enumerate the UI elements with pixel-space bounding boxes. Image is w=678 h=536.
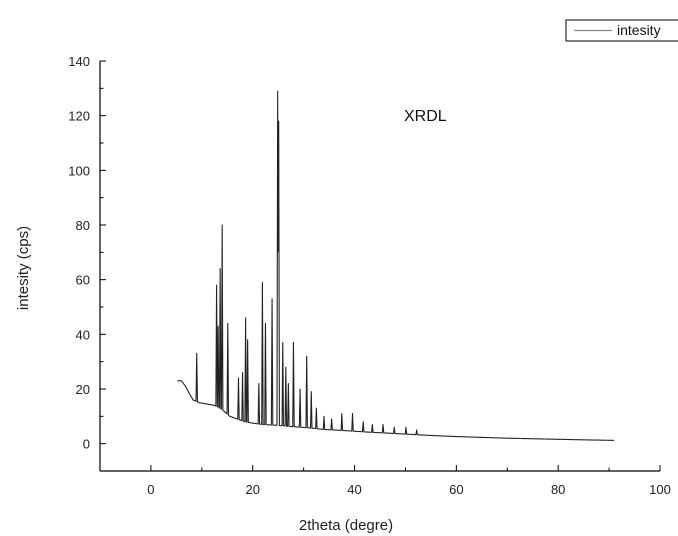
series-line-intesity xyxy=(176,90,615,441)
axes-frame xyxy=(99,61,660,472)
legend: intesity xyxy=(565,19,678,42)
y-axis-label: intesity (cps) xyxy=(15,226,32,310)
y-tick-labels: 0 20 40 60 80 100 120 140 xyxy=(68,54,90,452)
x-tick-label: 20 xyxy=(245,482,259,497)
y-tick-label: 120 xyxy=(68,109,90,124)
x-tick-label: 0 xyxy=(147,482,154,497)
y-tick-label: 80 xyxy=(76,218,90,233)
chart-annotation: XRDL xyxy=(404,108,447,125)
x-tick-label: 40 xyxy=(347,482,361,497)
legend-box xyxy=(565,19,678,42)
y-tick-label: 0 xyxy=(83,437,90,452)
y-tick-label: 20 xyxy=(76,382,90,397)
series-group xyxy=(176,90,615,441)
y-tick-label: 100 xyxy=(68,163,90,178)
x-axis-label: 2theta (degre) xyxy=(299,517,393,534)
x-tick-labels: 0 20 40 60 80 100 xyxy=(147,482,671,497)
x-tick-label: 60 xyxy=(449,482,463,497)
y-tick-label: 60 xyxy=(76,273,90,288)
x-tick-label: 80 xyxy=(551,482,565,497)
y-tick-label: 140 xyxy=(68,54,90,69)
legend-entry-intesity: intesity xyxy=(617,22,661,38)
y-tick-label: 40 xyxy=(76,327,90,342)
axis-ticks xyxy=(99,60,661,472)
x-tick-label: 100 xyxy=(649,482,671,497)
